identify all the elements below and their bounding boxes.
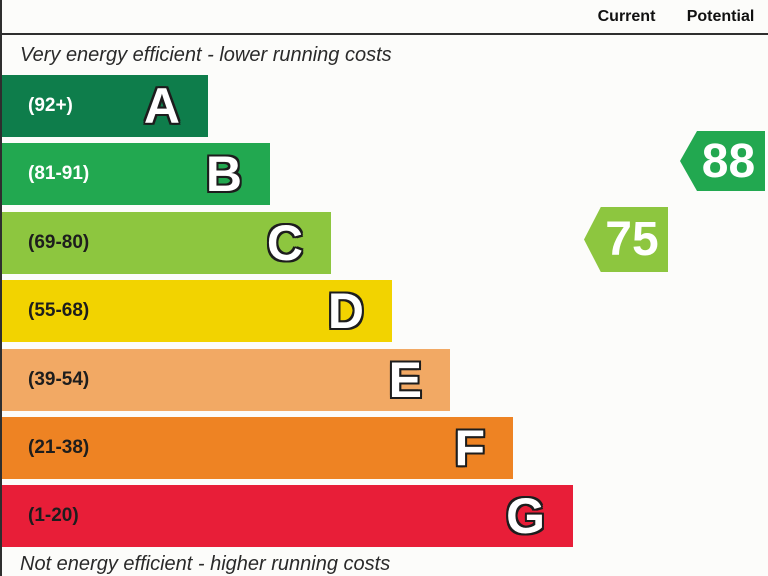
band-e-letter: E	[388, 352, 422, 408]
band-a-range: (92+)	[28, 95, 73, 116]
band-f-range: (21-38)	[28, 437, 90, 458]
band-e: (39-54) E	[2, 349, 450, 411]
table-right-border	[0, 0, 2, 576]
band-e-range: (39-54)	[28, 369, 90, 390]
potential-rating-pointer: 88	[680, 131, 765, 191]
band-g: (1-20) G	[2, 485, 573, 547]
band-b-letter: B	[205, 146, 242, 202]
band-d: (55-68) D	[2, 280, 392, 342]
band-d-range: (55-68)	[28, 300, 90, 321]
band-d-letter: D	[327, 283, 364, 339]
band-g-range: (1-20)	[28, 505, 79, 526]
band-b-range: (81-91)	[28, 163, 90, 184]
band-b: (81-91) B	[2, 143, 270, 205]
band-a: (92+) A	[2, 75, 208, 137]
top-caption: Very energy efficient - lower running co…	[20, 44, 392, 66]
band-f: (21-38) F	[2, 417, 513, 479]
current-rating-pointer: 75	[584, 207, 668, 272]
band-a-letter: A	[143, 78, 180, 134]
band-c-letter: C	[266, 215, 303, 271]
band-f-letter: F	[454, 420, 485, 476]
bottom-caption: Not energy efficient - higher running co…	[20, 553, 391, 575]
band-c: (69-80) C	[2, 212, 331, 274]
band-c-range: (69-80)	[28, 232, 90, 253]
potential-column-header: Potential	[686, 7, 755, 25]
current-column-header: Current	[597, 7, 656, 25]
header-divider	[0, 33, 768, 35]
band-g-letter: G	[506, 488, 545, 544]
